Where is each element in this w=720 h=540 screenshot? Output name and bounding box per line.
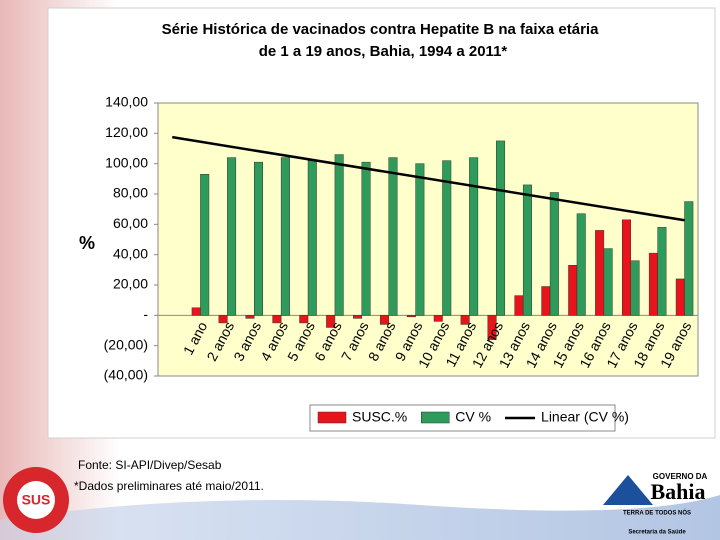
- bar: [415, 163, 425, 316]
- sus-logo-inner: [17, 481, 55, 519]
- y-tick-label: -: [143, 306, 148, 322]
- bar: [595, 230, 605, 316]
- y-tick-label: 60,00: [113, 215, 148, 231]
- bar: [568, 265, 578, 316]
- gov-label: GOVERNO DA: [653, 472, 708, 481]
- bar: [272, 315, 282, 324]
- bar: [514, 295, 524, 316]
- bar: [576, 213, 586, 316]
- bar: [630, 260, 640, 316]
- preliminary-note: *Dados preliminares até maio/2011.: [74, 479, 264, 493]
- legend-swatch: [317, 411, 347, 424]
- y-tick-label: 120,00: [105, 124, 148, 140]
- bar: [334, 154, 344, 316]
- bar: [496, 140, 506, 316]
- bar: [379, 315, 389, 325]
- bar: [541, 286, 551, 316]
- bar: [253, 161, 263, 316]
- y-tick-label: 20,00: [113, 276, 148, 292]
- legend: [309, 404, 616, 432]
- trendline: [172, 135, 685, 222]
- bar: [675, 278, 685, 316]
- bar: [433, 315, 443, 322]
- bar: [603, 248, 613, 316]
- y-tick-label: 100,00: [105, 154, 148, 170]
- bar: [388, 157, 398, 316]
- bar: [280, 157, 290, 316]
- y-tick-label: (20,00): [104, 336, 148, 352]
- chart-subtitle: de 1 a 19 anos, Bahia, 1994 a 2011*: [259, 43, 508, 60]
- sus-logo-text: SUS: [22, 492, 51, 508]
- bar: [191, 307, 201, 316]
- secretaria-label: Secretaria da Saúde: [628, 530, 686, 536]
- bar: [522, 184, 532, 316]
- bar: [657, 227, 667, 316]
- bar: [353, 315, 363, 319]
- y-tick-label: (40,00): [104, 367, 148, 383]
- bar: [648, 252, 658, 316]
- bar: [487, 315, 497, 340]
- bar: [227, 157, 237, 316]
- bar: [442, 160, 452, 316]
- legend-label: CV %: [455, 409, 491, 425]
- motto-label: TERRA DE TODOS NÓS: [623, 509, 691, 517]
- y-tick-label: 40,00: [113, 245, 148, 261]
- bar: [406, 315, 416, 318]
- bar: [218, 315, 228, 324]
- source-note: Fonte: SI-API/Divep/Sesab: [78, 458, 222, 472]
- bar: [622, 219, 632, 316]
- bar: [361, 161, 371, 316]
- bahia-logo-mark: [603, 475, 653, 505]
- chart-title: Série Histórica de vacinados contra Hepa…: [162, 21, 599, 38]
- bar: [200, 174, 210, 316]
- background-wave: [0, 495, 720, 540]
- bar: [299, 315, 309, 324]
- bar: [469, 157, 479, 316]
- bar: [326, 315, 336, 328]
- bahia-label: Bahia: [650, 479, 705, 504]
- legend-swatch: [420, 411, 450, 424]
- legend-label: Linear (CV %): [541, 409, 629, 425]
- y-tick-label: 80,00: [113, 185, 148, 201]
- bar: [684, 201, 694, 316]
- bar: [307, 160, 317, 316]
- bar: [460, 315, 470, 325]
- legend-label: SUSC.%: [352, 409, 407, 425]
- y-tick-label: 140,00: [105, 94, 148, 110]
- bar: [245, 315, 255, 319]
- y-axis-label: %: [79, 233, 95, 253]
- bar: [549, 192, 559, 316]
